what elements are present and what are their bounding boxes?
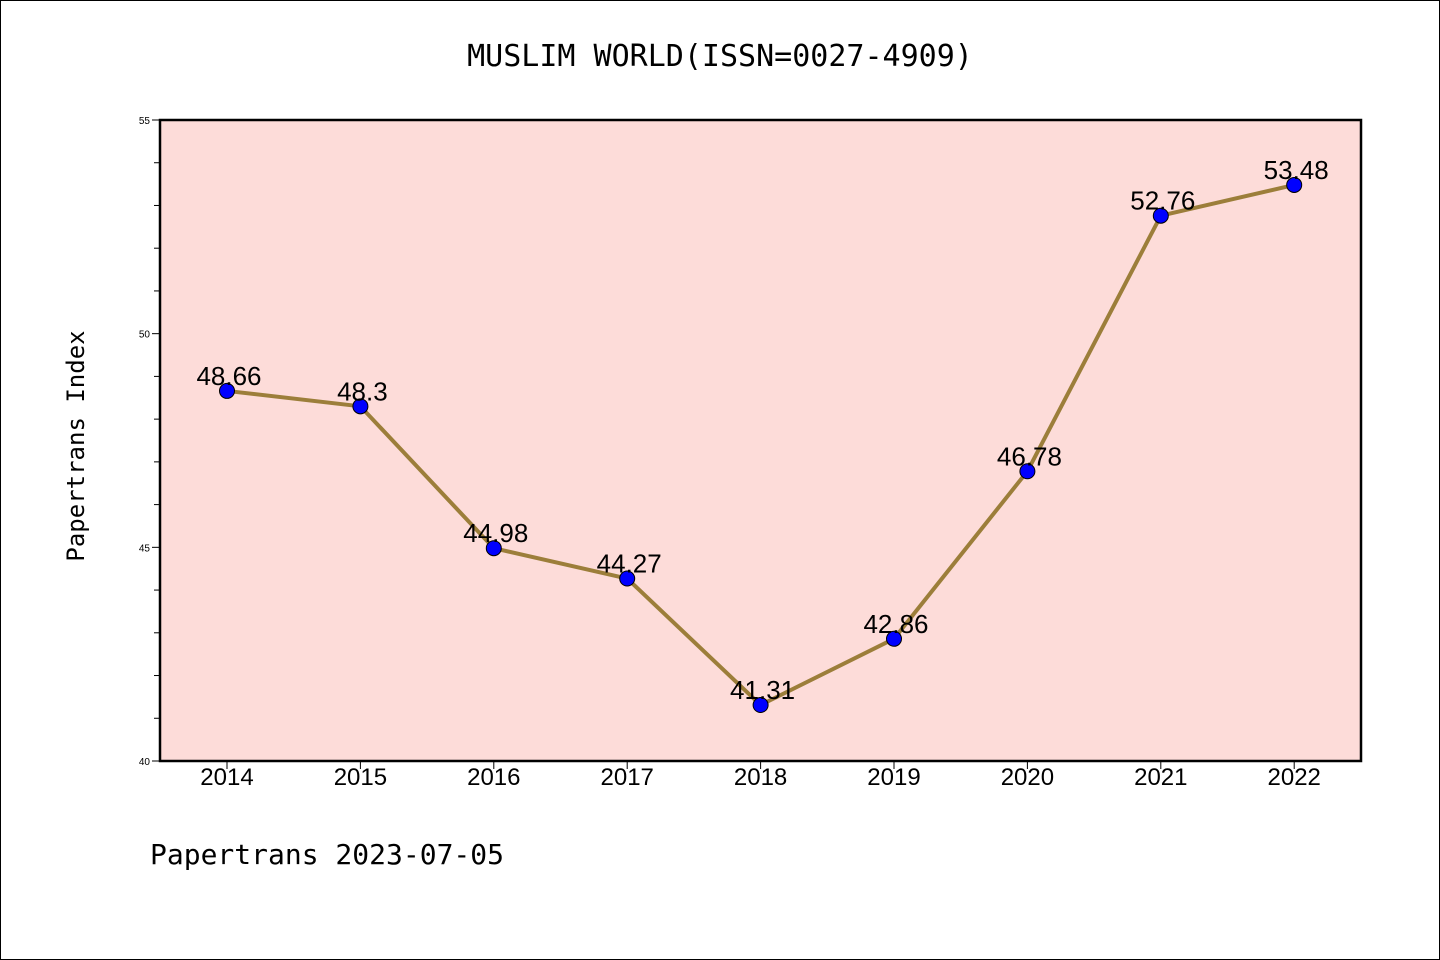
- axis-ticks: 40 45 50 55 2014 2015 2016 2017 2018 2019 2020 2021…: [139, 116, 1321, 791]
- data-label: 42.86: [863, 609, 928, 639]
- x-tick-label: 2018: [734, 764, 787, 791]
- data-label: 53.48: [1264, 155, 1329, 185]
- data-label: 41.31: [730, 675, 795, 705]
- data-point: [485, 540, 502, 557]
- data-label: 48.66: [196, 361, 261, 391]
- plot-area: [158, 118, 1363, 763]
- data-point: [1019, 463, 1036, 480]
- x-tick-label: 2020: [1001, 764, 1054, 791]
- data-point: [886, 630, 902, 647]
- x-tick-label: 2019: [867, 764, 920, 791]
- data-label: 48.3: [337, 376, 388, 406]
- data-point: [1286, 176, 1303, 193]
- x-tick-label: 2022: [1268, 764, 1321, 791]
- chart-title: MUSLIM WORLD(ISSN=0027-4909): [467, 39, 973, 74]
- data-label: 44.27: [597, 549, 662, 579]
- x-tick-label: 2016: [467, 764, 520, 791]
- data-point: [1152, 207, 1169, 224]
- y-axis-label: Papertrans Index: [62, 330, 90, 561]
- data-label: 52.76: [1130, 186, 1195, 216]
- x-tick-label: 2017: [601, 764, 654, 791]
- y-tick-label: 45: [139, 543, 151, 554]
- x-tick-label: 2015: [334, 764, 387, 791]
- series-layer: 48.66 48.3 44.98 44.27 41.31 42.86 46.78 52.76 5…: [196, 155, 1329, 714]
- data-point: [619, 570, 636, 587]
- x-tick-label: 2021: [1134, 764, 1187, 791]
- data-point: [752, 697, 769, 714]
- x-tick-label: 2014: [200, 764, 253, 791]
- data-point: [352, 398, 369, 415]
- data-label: 44.98: [463, 518, 528, 548]
- y-tick-label: 50: [139, 330, 151, 341]
- data-label: 46.78: [997, 441, 1062, 471]
- data-point: [219, 382, 235, 399]
- y-tick-label: 40: [139, 757, 151, 768]
- footer-text: Papertrans 2023-07-05: [150, 838, 504, 871]
- y-tick-label: 55: [139, 116, 151, 127]
